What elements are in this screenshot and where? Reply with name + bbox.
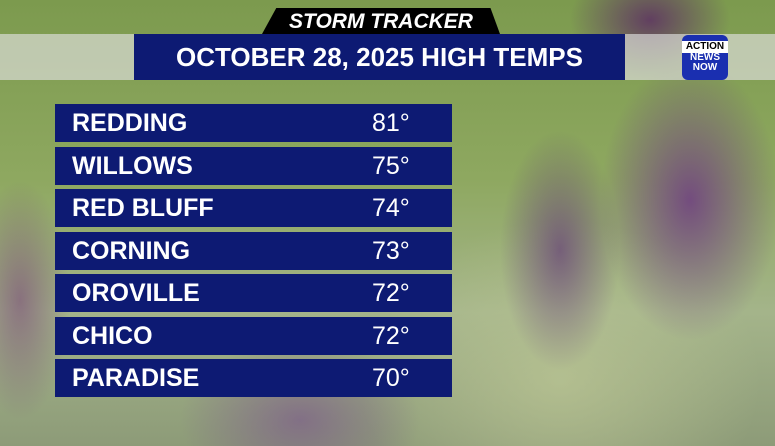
temperature: 81° bbox=[372, 109, 410, 137]
city-name: REDDING bbox=[72, 109, 188, 137]
logo-line: ACTION bbox=[682, 41, 728, 53]
action-news-now-logo: ACTION NEWS NOW bbox=[682, 35, 728, 80]
temperature: 72° bbox=[372, 279, 410, 307]
temp-row: CORNING 73° bbox=[55, 231, 452, 270]
logo-line: NEWS bbox=[690, 52, 720, 63]
city-name: CHICO bbox=[72, 321, 153, 350]
temp-row: OROVILLE 72° bbox=[55, 274, 452, 312]
page-title: OCTOBER 28, 2025 HIGH TEMPS bbox=[134, 34, 625, 80]
city-name: CORNING bbox=[72, 236, 191, 265]
temp-row: CHICO 72° bbox=[55, 316, 452, 355]
temperature: 70° bbox=[372, 364, 410, 392]
temp-row: PARADISE 70° bbox=[55, 359, 452, 397]
city-name: RED BLUFF bbox=[72, 194, 214, 222]
temp-row: REDDING 81° bbox=[55, 104, 452, 142]
city-name: PARADISE bbox=[72, 364, 200, 392]
temperature: 75° bbox=[372, 151, 410, 180]
temperature: 74° bbox=[372, 194, 410, 222]
temp-row: RED BLUFF 74° bbox=[55, 189, 452, 227]
city-name: WILLOWS bbox=[72, 151, 193, 180]
temperature: 73° bbox=[372, 236, 410, 265]
temperature: 72° bbox=[372, 321, 410, 350]
temp-row: WILLOWS 75° bbox=[55, 146, 452, 185]
city-name: OROVILLE bbox=[72, 279, 200, 307]
logo-line: NOW bbox=[692, 62, 718, 73]
storm-tracker-tab: STORM TRACKER bbox=[262, 8, 500, 34]
